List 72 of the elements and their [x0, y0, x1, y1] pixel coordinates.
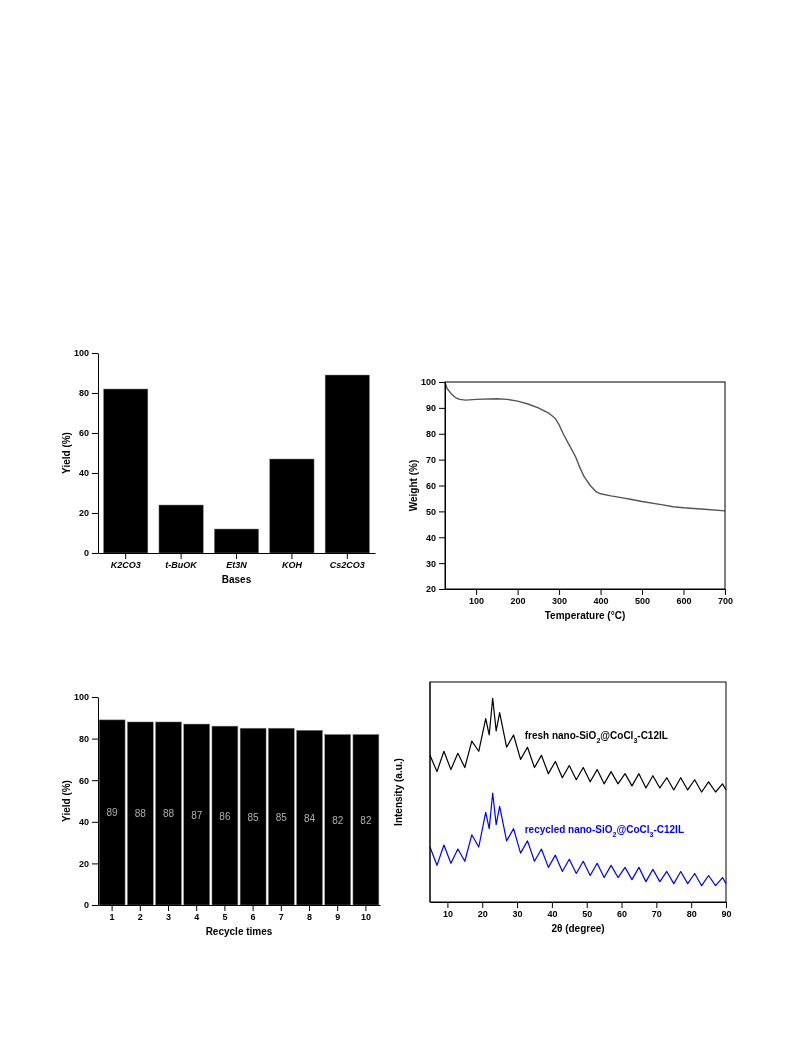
- x-tick-label: 8: [306, 912, 313, 923]
- x-tick-label: 2: [137, 912, 143, 923]
- x-tick-label: 4: [194, 912, 200, 923]
- x-tick-label: Cs2CO3: [329, 560, 365, 571]
- y-axis-title: Yield (%): [61, 432, 72, 474]
- x-tick-label: 500: [635, 596, 651, 607]
- y-tick-label: 20: [78, 858, 89, 869]
- x-axis-title: Recycle times: [205, 926, 273, 937]
- y-tick-label: 100: [420, 377, 436, 388]
- x-tick-label: 90: [721, 909, 732, 920]
- data-label: 88: [162, 808, 175, 820]
- y-tick-label: 80: [425, 429, 436, 440]
- x-tick-label: 400: [593, 596, 609, 607]
- x-tick-label: 700: [717, 596, 734, 607]
- y-tick-label: 40: [78, 468, 89, 479]
- y-tick-label: 50: [425, 506, 436, 517]
- y-tick-label: 80: [78, 733, 89, 744]
- x-tick-label: 9: [335, 912, 341, 923]
- x-tick-label: KOH: [281, 560, 303, 571]
- data-label: 89: [106, 807, 119, 819]
- x-axis-title: Temperature (°C): [544, 610, 626, 621]
- x-tick-label: t-BuOK: [165, 560, 199, 571]
- x-tick-label: 50: [582, 909, 593, 920]
- data-label: 85: [247, 811, 260, 823]
- y-tick-label: 60: [78, 428, 89, 439]
- line-series: [444, 381, 726, 512]
- x-tick-label: 10: [360, 912, 371, 923]
- data-label: 87: [191, 809, 203, 821]
- data-label: 84: [303, 812, 316, 824]
- x-tick-label: Et3N: [226, 560, 248, 571]
- x-tick-label: 300: [552, 596, 568, 607]
- y-tick-label: 70: [425, 455, 436, 466]
- x-tick-label: 30: [512, 909, 523, 920]
- x-tick-label: 6: [250, 912, 256, 923]
- x-tick-label: 3: [165, 912, 172, 923]
- y-tick-label: 0: [83, 900, 89, 911]
- data-label: 88: [134, 808, 147, 820]
- x-tick-label: 5: [222, 912, 228, 923]
- y-axis-title: Yield (%): [61, 780, 72, 822]
- x-tick-label: 1: [109, 912, 115, 923]
- x-tick-label: 10: [442, 909, 453, 920]
- x-tick-label: 60: [617, 909, 628, 920]
- x-tick-label: 7: [278, 912, 284, 923]
- x-tick-label: 20: [477, 909, 488, 920]
- x-axis-title: Bases: [221, 574, 252, 585]
- y-tick-label: 60: [78, 775, 89, 786]
- y-tick-label: 90: [425, 403, 436, 414]
- x-tick-label: 100: [469, 596, 485, 607]
- x-tick-label: 70: [651, 909, 662, 920]
- data-label: 82: [332, 814, 344, 826]
- y-tick-label: 0: [83, 548, 89, 559]
- x-tick-label: K2CO3: [110, 560, 141, 571]
- y-tick-label: 40: [78, 817, 89, 828]
- x-tick-label: 40: [547, 909, 558, 920]
- y-tick-label: 80: [78, 388, 89, 399]
- y-tick-label: 20: [425, 584, 436, 595]
- x-axis-title: 2θ (degree): [551, 923, 605, 934]
- y-tick-label: 40: [425, 532, 436, 543]
- y-axis-title: Weight (%): [408, 459, 419, 512]
- y-tick-label: 20: [78, 508, 89, 519]
- series-label: recycled nano-SiO$_{2}$@CoCl$_{3}$-C12IL: [524, 823, 684, 838]
- y-tick-label: 60: [425, 480, 436, 491]
- x-tick-label: 600: [676, 596, 692, 607]
- x-tick-label: 80: [686, 909, 697, 920]
- data-label: 82: [360, 814, 372, 826]
- y-tick-label: 100: [73, 348, 89, 359]
- series-label: fresh nano-SiO$_{2}$@CoCl$_{3}$-C12IL: [524, 730, 668, 744]
- data-label: 86: [219, 810, 231, 822]
- data-label: 85: [275, 811, 288, 823]
- x-tick-label: 200: [510, 596, 526, 607]
- y-tick-label: 100: [73, 692, 89, 703]
- y-axis-title: Intensity (a.u.): [393, 758, 404, 826]
